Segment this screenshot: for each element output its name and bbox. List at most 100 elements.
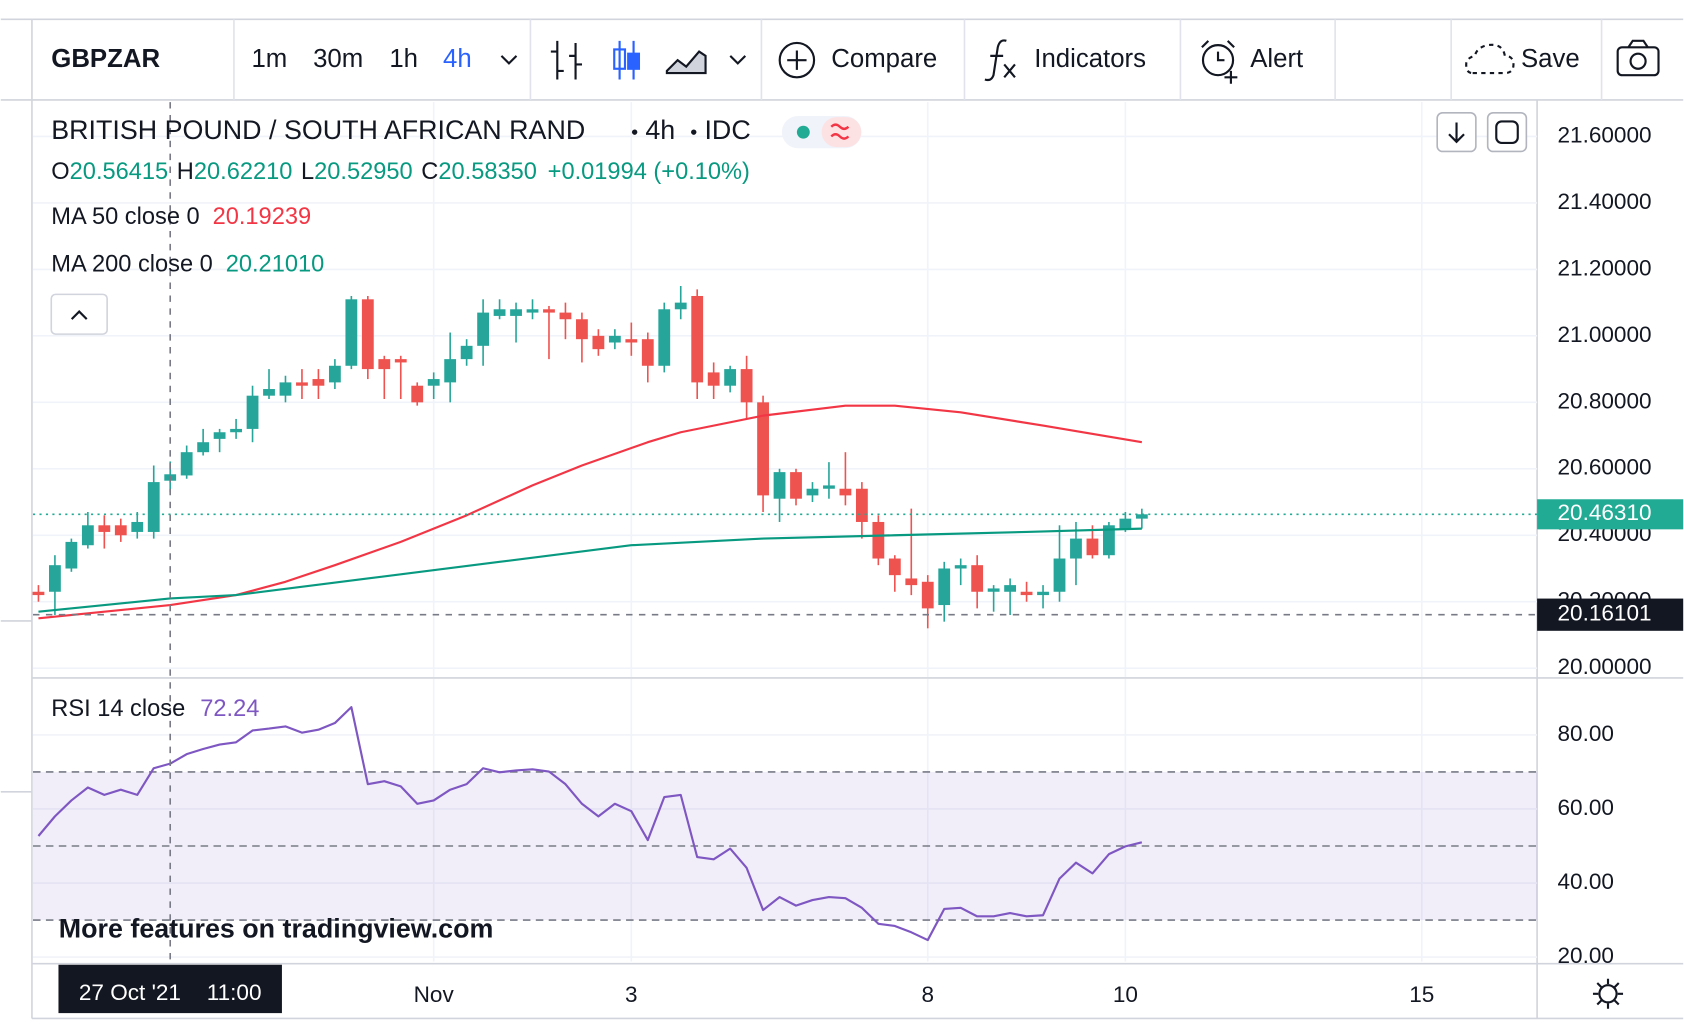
delay-badge [821, 117, 862, 148]
area-icon[interactable] [665, 50, 707, 75]
candle-body [361, 299, 374, 370]
ohlc-key: H [177, 159, 194, 185]
indicator-label: MA 50 close 0 [51, 204, 199, 230]
rsi-legend: RSI 14 close 72.24 [51, 696, 259, 722]
x-tick-label: 8 [921, 982, 934, 1007]
crosshair-time-marker [58, 964, 282, 1014]
candle-body [691, 295, 704, 383]
candle-body [608, 335, 621, 343]
interval-button[interactable]: 1h [389, 45, 418, 73]
y-tick-label: 21.40000 [1558, 189, 1652, 214]
candle-body [1086, 538, 1099, 556]
snapshot-icon-lens [1629, 52, 1647, 70]
indicator-value: 72.24 [200, 696, 259, 722]
alert-button[interactable]: Alert [1250, 45, 1303, 73]
crosshair-time: 11:00 [207, 980, 262, 1005]
x-tick-label: Nov [414, 982, 455, 1007]
interval-button[interactable]: 1m [251, 45, 287, 73]
moving-average-line [38, 527, 1142, 613]
separator-dot [631, 129, 638, 135]
maximize-button[interactable] [1486, 112, 1528, 153]
candle-body [641, 339, 654, 366]
last-price-marker [1537, 499, 1684, 530]
collapse-button[interactable] [50, 293, 108, 335]
candle-body [740, 369, 753, 403]
crosshair-date: 27 Oct '21 [79, 980, 181, 1005]
candle-body [230, 428, 242, 433]
candle-body [592, 335, 605, 350]
candle-body [147, 482, 160, 532]
crosshair-price-marker [1537, 598, 1684, 631]
y-tick-label: 20.00 [1558, 943, 1614, 968]
candle-body [823, 485, 835, 489]
candle-body [790, 472, 802, 499]
candle-body [526, 309, 539, 313]
candle-body [674, 302, 687, 310]
candle-body [65, 541, 78, 569]
ma50-legend: MA 50 close 0 20.19239 [51, 204, 311, 230]
maximize-icon [1495, 120, 1519, 144]
candle-body [724, 369, 737, 386]
candle-body [658, 309, 671, 366]
candle-body [49, 565, 61, 592]
watermark[interactable]: More features on tradingview.com [59, 913, 494, 943]
candle-body [543, 309, 555, 313]
ohlc-legend: O20.56415 H20.62210 L20.52950 C20.58350 +0.0… [51, 159, 750, 185]
source: IDC [704, 115, 750, 145]
candle-body [345, 299, 358, 366]
candle-body [938, 568, 951, 606]
candle-body [1037, 591, 1049, 596]
candle-body [180, 452, 193, 476]
save-icon[interactable] [1465, 43, 1515, 75]
candle-body [806, 488, 819, 496]
indicator-label: RSI 14 close [51, 696, 185, 722]
compare-button[interactable]: Compare [831, 45, 937, 73]
last-price-label: 20.46310 [1558, 500, 1652, 525]
bars-icon[interactable] [550, 40, 583, 80]
y-tick-label: 20.80000 [1558, 388, 1652, 413]
candle-body [411, 385, 424, 403]
compare-icon[interactable] [778, 41, 816, 79]
save-button[interactable]: Save [1521, 45, 1580, 73]
symbol[interactable]: GBPZAR [51, 45, 160, 73]
interval-menu[interactable] [500, 55, 518, 65]
chart-type-menu[interactable] [729, 55, 747, 65]
interval-button[interactable]: 30m [313, 45, 363, 73]
snapshot-icon-top [1627, 39, 1649, 48]
y-tick-label: 21.60000 [1558, 122, 1652, 147]
y-tick-label: 21.00000 [1558, 322, 1652, 347]
interval: 4h [645, 115, 675, 145]
candle-body [312, 379, 325, 386]
x-tick-label: 3 [625, 982, 638, 1007]
candle-body [921, 581, 934, 609]
x-tick-label: 15 [1409, 982, 1434, 1007]
ohlc-key: L [301, 159, 314, 185]
candle-body [971, 565, 984, 592]
crosshair-time-label: 27 Oct '21 11:00 [79, 980, 262, 1005]
chevron-up [70, 310, 88, 320]
candle-body [328, 365, 341, 383]
candle-body [213, 432, 226, 439]
y-tick-label: 40.00 [1558, 869, 1614, 894]
symbol-title: BRITISH POUND / SOUTH AFRICAN RAND [51, 115, 585, 145]
candle-body [477, 312, 490, 346]
candle-body [839, 488, 852, 496]
candle-body [279, 382, 292, 396]
candle-body [263, 389, 275, 396]
y-tick-label: 20.00000 [1558, 654, 1652, 679]
interval-button[interactable]: 4h [443, 45, 472, 73]
settings-icon[interactable] [1598, 984, 1618, 1004]
y-tick-label: 60.00 [1558, 795, 1614, 820]
ohlc-key: O [51, 159, 69, 185]
x-tick-label: 10 [1113, 982, 1138, 1007]
candle-body [131, 521, 144, 532]
snapshot-icon[interactable] [1616, 46, 1660, 77]
y-tick-label: 21.20000 [1558, 255, 1652, 280]
candle-body [444, 359, 457, 383]
candle-body [1004, 585, 1017, 592]
candle-body [246, 395, 259, 429]
indicators-button[interactable]: Indicators [1034, 45, 1146, 73]
alert-icon[interactable] [1201, 44, 1235, 77]
indicators-icon[interactable] [984, 39, 1016, 82]
